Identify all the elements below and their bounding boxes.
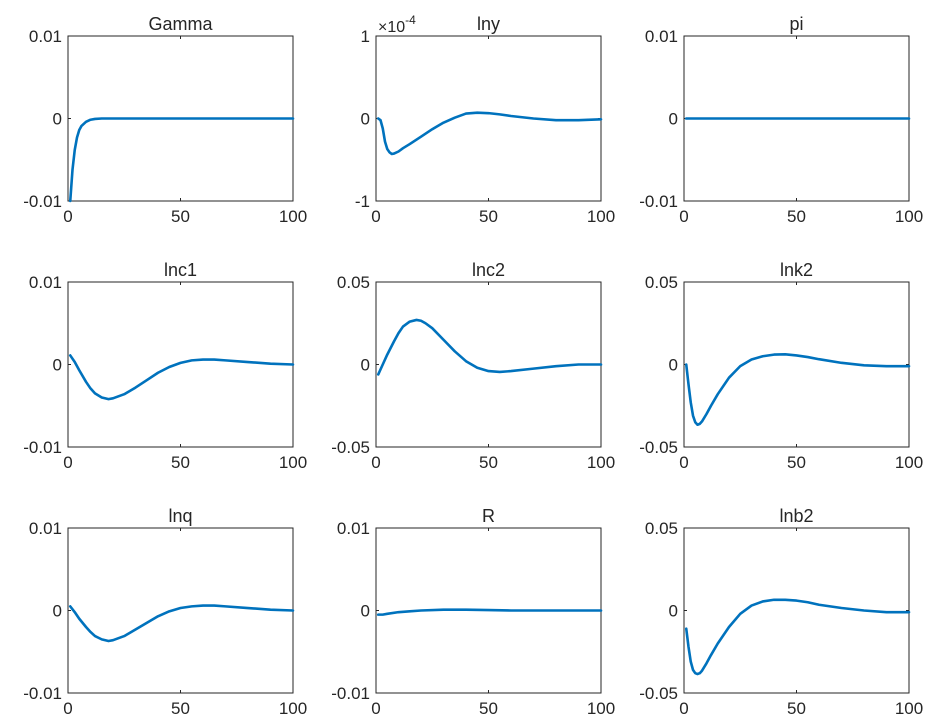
x-tick-label: 0: [63, 207, 72, 226]
x-tick-label: 50: [787, 207, 806, 226]
y-tick-label: 0: [53, 356, 62, 375]
x-tick-label: 0: [679, 207, 688, 226]
y-tick-label: 0.01: [29, 273, 62, 292]
series-line: [376, 608, 603, 616]
subplot-title: lnq: [168, 506, 192, 526]
subplot-title: lnb2: [779, 506, 813, 526]
y-tick-label: 0.01: [29, 519, 62, 538]
series-line: [376, 111, 603, 156]
x-tick-label: 0: [371, 699, 380, 718]
axes-frame: [375, 35, 602, 202]
series-line: [684, 352, 911, 427]
y-tick-label: -0.01: [23, 438, 62, 457]
x-tick-label: 50: [479, 453, 498, 472]
axes-frame: [67, 527, 294, 694]
series-line: [68, 604, 295, 643]
subplot-title: pi: [789, 14, 803, 34]
y-tick-label: 0.01: [337, 519, 370, 538]
x-tick-label: 50: [171, 207, 190, 226]
series-line: [376, 318, 603, 376]
subplot-title: lnc2: [472, 260, 505, 280]
x-tick-label: 0: [63, 453, 72, 472]
subplot-title: R: [482, 506, 495, 526]
x-tick-label: 100: [895, 453, 923, 472]
y-tick-label: 0.05: [645, 273, 678, 292]
x-tick-label: 50: [479, 207, 498, 226]
x-tick-label: 100: [587, 453, 615, 472]
y-tick-label: 0: [669, 110, 678, 129]
y-tick-label: -0.01: [639, 192, 678, 211]
subplot-title: Gamma: [148, 14, 213, 34]
y-tick-label: 0.05: [337, 273, 370, 292]
y-tick-label: 0: [361, 110, 370, 129]
exponent-power: -4: [405, 13, 416, 27]
x-tick-label: 50: [171, 453, 190, 472]
exponent-base: ×10: [378, 19, 405, 36]
x-tick-label: 100: [279, 453, 307, 472]
y-tick-label: 0: [669, 356, 678, 375]
y-tick-label: 0: [361, 602, 370, 621]
x-tick-label: 100: [895, 207, 923, 226]
x-tick-label: 0: [371, 207, 380, 226]
x-tick-label: 50: [171, 699, 190, 718]
x-tick-label: 50: [787, 699, 806, 718]
subplot-title: lnc1: [164, 260, 197, 280]
x-tick-label: 50: [479, 699, 498, 718]
y-tick-label: 0: [361, 356, 370, 375]
x-tick-label: 100: [279, 699, 307, 718]
y-tick-label: -0.01: [23, 192, 62, 211]
subplot-title: lnk2: [780, 260, 813, 280]
exponent-label: ×10-4: [378, 13, 416, 36]
y-tick-label: 0.01: [29, 27, 62, 46]
x-tick-label: 100: [587, 699, 615, 718]
y-tick-label: 1: [361, 27, 370, 46]
x-tick-label: 0: [679, 453, 688, 472]
x-tick-label: 100: [279, 207, 307, 226]
series-line: [68, 117, 295, 203]
x-tick-label: 50: [787, 453, 806, 472]
y-tick-label: -0.05: [639, 684, 678, 703]
subplot-2: 0 50 100-101 ×10-4 lny: [355, 13, 615, 226]
y-tick-label: -0.05: [331, 438, 370, 457]
x-tick-label: 0: [679, 699, 688, 718]
y-tick-label: 0.01: [645, 27, 678, 46]
y-tick-label: 0: [53, 110, 62, 129]
y-tick-label: 0: [669, 602, 678, 621]
y-tick-label: -0.01: [23, 684, 62, 703]
series-line: [684, 598, 911, 676]
y-tick-label: -1: [355, 192, 370, 211]
y-tick-label: -0.01: [331, 684, 370, 703]
axes-frame: [67, 281, 294, 448]
subplot-title: lny: [477, 14, 500, 34]
x-tick-label: 100: [587, 207, 615, 226]
x-tick-label: 0: [63, 699, 72, 718]
x-tick-label: 0: [371, 453, 380, 472]
y-tick-label: 0: [53, 602, 62, 621]
series-line: [68, 354, 295, 401]
x-tick-label: 100: [895, 699, 923, 718]
y-tick-label: 0.05: [645, 519, 678, 538]
y-tick-label: -0.05: [639, 438, 678, 457]
